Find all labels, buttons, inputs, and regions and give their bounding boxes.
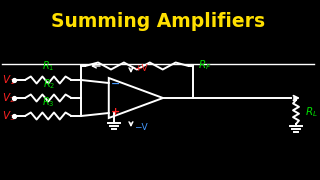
Text: $R_L$: $R_L$ <box>305 105 318 119</box>
Text: $R_3$: $R_3$ <box>42 95 55 109</box>
Text: $V_2$: $V_2$ <box>2 91 15 105</box>
Text: $V_1$: $V_1$ <box>2 73 15 87</box>
Text: $R_2$: $R_2$ <box>43 77 55 91</box>
Text: $R_F$: $R_F$ <box>198 58 212 72</box>
Text: $R_1$: $R_1$ <box>43 59 55 73</box>
Text: −V: −V <box>134 123 148 132</box>
Text: Summing Amplifiers: Summing Amplifiers <box>51 12 265 31</box>
Text: $V_3$: $V_3$ <box>2 109 15 123</box>
Text: +: + <box>111 107 120 117</box>
Text: +V: +V <box>134 64 148 73</box>
Text: −: − <box>111 79 120 89</box>
